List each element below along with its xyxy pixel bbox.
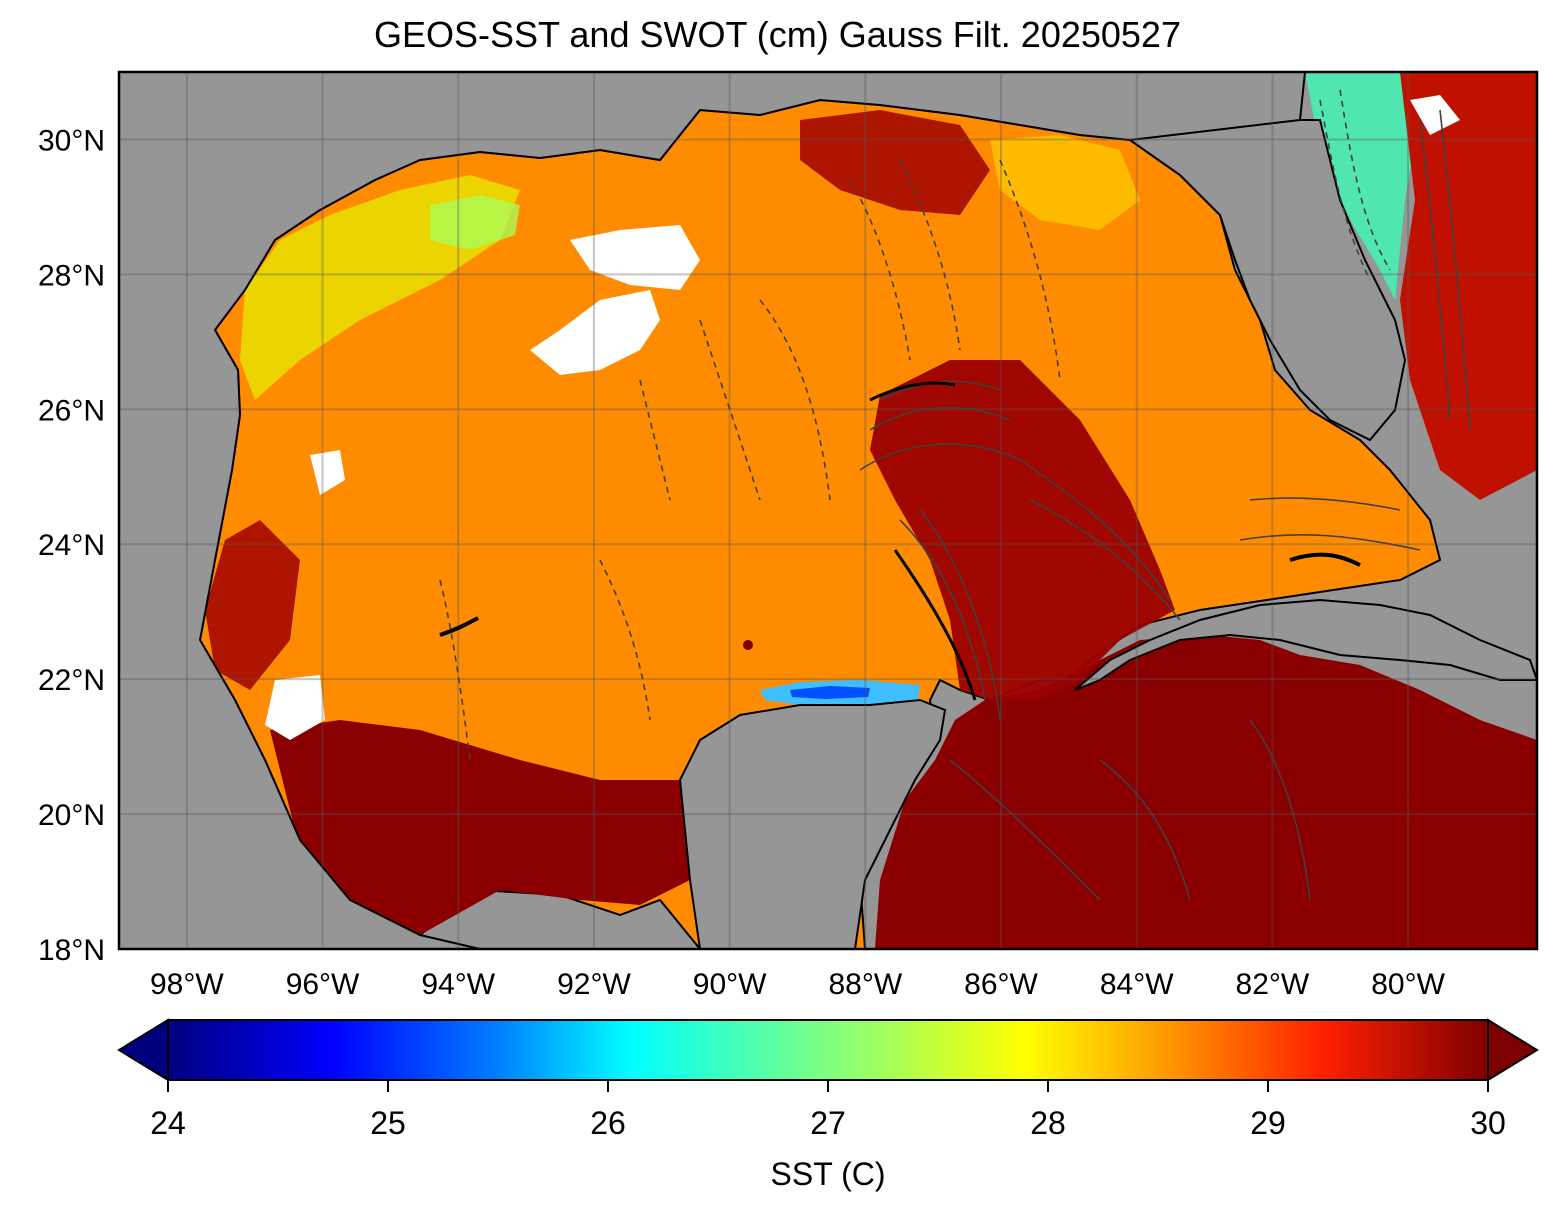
caribbean-sea-surface xyxy=(875,635,1537,949)
contour-line xyxy=(639,379,671,501)
mexico-coast-warm xyxy=(205,520,300,690)
lat-tick-label: 30°N xyxy=(38,124,105,157)
contour-line xyxy=(699,319,761,501)
lon-tick-label: 82°W xyxy=(1236,968,1310,1001)
map-frame xyxy=(117,70,1539,951)
louisiana-coast xyxy=(119,72,1307,949)
contour-line xyxy=(899,519,986,701)
lat-tick-label: 20°N xyxy=(38,799,105,832)
lat-tick-label: 22°N xyxy=(38,664,105,697)
graticule xyxy=(119,72,1537,949)
colorbar-max-extension xyxy=(1487,1018,1539,1082)
texas-shelf-green xyxy=(430,195,520,250)
contour-line xyxy=(849,179,911,361)
map-area xyxy=(119,72,1537,949)
lat-tick-label: 24°N xyxy=(38,529,105,562)
latitude-axis: 30°N 28°N 26°N 24°N 22°N 20°N 18°N xyxy=(38,124,105,967)
florida-peninsula xyxy=(1127,119,1407,442)
atlantic-shelf-cool xyxy=(1305,72,1420,300)
colorbar-tick-label: 29 xyxy=(1250,1105,1286,1141)
contour-line xyxy=(859,443,1021,471)
yucatan-upwelling-core xyxy=(790,686,870,699)
yucatan-peninsula xyxy=(678,698,947,949)
lon-tick-label: 80°W xyxy=(1371,968,1445,1001)
contour-line xyxy=(919,509,1001,721)
lon-tick-label: 98°W xyxy=(150,968,224,1001)
colorbar-tick-label: 24 xyxy=(150,1105,186,1141)
lon-tick-label: 90°W xyxy=(693,968,767,1001)
colorbar-min-extension xyxy=(117,1018,169,1082)
colorbar-gradient xyxy=(167,1019,1489,1081)
lon-tick-label: 92°W xyxy=(557,968,631,1001)
contour-line xyxy=(1029,499,1181,621)
contour-line xyxy=(1099,759,1191,901)
contour-line xyxy=(1319,99,1371,281)
contour-line xyxy=(1419,119,1451,421)
colorbar-tick-label: 26 xyxy=(590,1105,626,1141)
bay-of-campeche-warm xyxy=(270,720,700,935)
colorbar-tick-label: 27 xyxy=(810,1105,846,1141)
contour-line xyxy=(999,159,1061,381)
contour-line xyxy=(1249,497,1401,511)
lat-tick-label: 18°N xyxy=(38,934,105,967)
colorbar-tick-label: 30 xyxy=(1470,1105,1506,1141)
zero-contour xyxy=(439,616,479,637)
contour-line xyxy=(1019,459,1171,601)
zero-contour xyxy=(1289,552,1361,567)
colorbar-label: SST (C) xyxy=(771,1156,886,1192)
cuba xyxy=(1074,598,1537,691)
lon-tick-label: 96°W xyxy=(286,968,360,1001)
contour-line xyxy=(599,559,651,721)
map-title: GEOS-SST and SWOT (cm) Gauss Filt. 20250… xyxy=(374,14,1181,55)
zero-contour xyxy=(893,549,977,701)
warm-spot xyxy=(743,640,753,650)
cloud-gap xyxy=(570,225,700,290)
lon-tick-label: 94°W xyxy=(421,968,495,1001)
colorbar-tick-label: 25 xyxy=(370,1105,406,1141)
cloud-gap xyxy=(265,675,325,740)
colorbar: 24 25 26 27 28 29 30 SST (C) xyxy=(117,1018,1539,1192)
atlantic-warm xyxy=(1400,72,1537,500)
lat-tick-label: 28°N xyxy=(38,259,105,292)
contour-line xyxy=(869,406,1011,431)
contour-line xyxy=(1339,89,1391,271)
cloud-gap xyxy=(530,290,660,375)
florida-shelf-yellow xyxy=(990,135,1140,230)
lat-tick-label: 26°N xyxy=(38,394,105,427)
colorbar-tick-label: 28 xyxy=(1030,1105,1066,1141)
contour-line xyxy=(899,159,961,351)
contour-line xyxy=(439,579,471,761)
contour-line xyxy=(1439,109,1471,431)
lon-tick-label: 88°W xyxy=(828,968,902,1001)
cloud-gap xyxy=(310,450,345,495)
contour-line xyxy=(1249,719,1311,901)
cloud-gap xyxy=(1410,95,1460,135)
loop-current xyxy=(870,360,1175,700)
contour-line xyxy=(949,759,1101,901)
swot-contours xyxy=(439,89,1471,901)
contour-line xyxy=(1239,533,1421,551)
mississippi-plume-warm xyxy=(800,110,990,215)
lon-tick-label: 86°W xyxy=(964,968,1038,1001)
lon-tick-label: 84°W xyxy=(1100,968,1174,1001)
longitude-axis: 98°W 96°W 94°W 92°W 90°W 88°W 86°W 84°W 82°W 80°W xyxy=(150,968,1446,1001)
colorbar-ticks: 24 25 26 27 28 29 30 xyxy=(150,1080,1506,1141)
contour-line xyxy=(759,299,831,501)
zero-contour xyxy=(869,381,956,402)
